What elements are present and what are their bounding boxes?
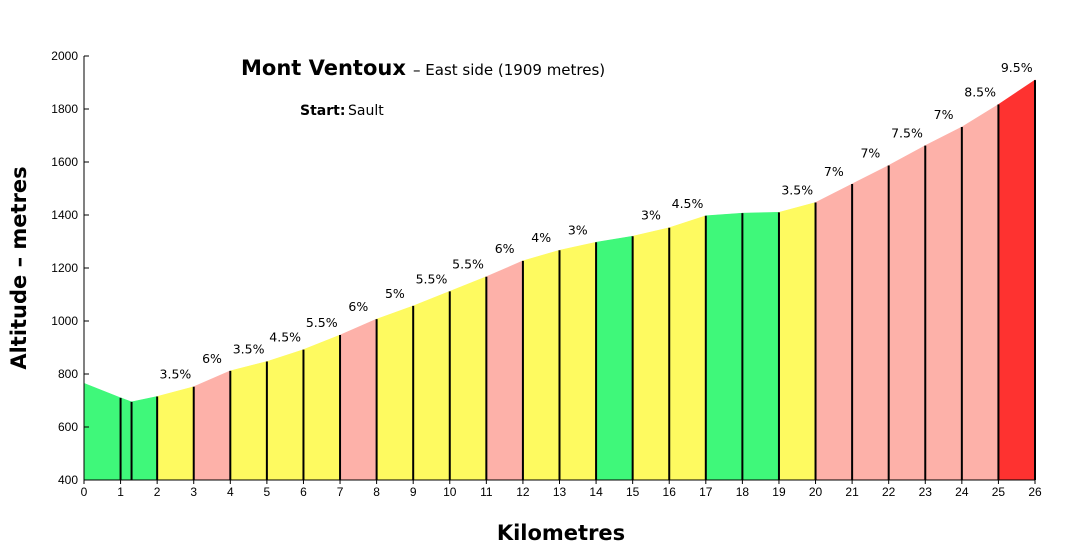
grade-label: 3.5% — [233, 342, 265, 357]
y-tick-label: 2000 — [51, 49, 78, 63]
segment-fill-8 — [339, 318, 377, 481]
segment-fill-14 — [559, 241, 597, 481]
chart-subtitle: – East side (1909 metres) — [413, 61, 605, 79]
grade-label: 4.5% — [672, 196, 704, 211]
x-tick-label: 17 — [699, 485, 713, 499]
grade-label: 7% — [860, 145, 880, 160]
y-tick-label: 600 — [58, 420, 78, 434]
grade-label: 7% — [934, 107, 954, 122]
grade-label: 3% — [641, 208, 661, 223]
segment-fill-19 — [742, 212, 780, 481]
segment-fill-20 — [778, 202, 816, 481]
grade-label: 4% — [531, 230, 551, 245]
segment-fill-13 — [522, 249, 560, 481]
x-tick-label: 14 — [589, 485, 603, 499]
x-tick-label: 23 — [919, 485, 933, 499]
grade-label: 6% — [495, 241, 515, 256]
grade-label: 8.5% — [964, 84, 996, 99]
x-tick-label: 15 — [626, 485, 640, 499]
x-tick-label: 26 — [1028, 485, 1042, 499]
x-axis-title: Kilometres — [497, 521, 625, 545]
segment-fill-23 — [888, 145, 926, 481]
segment-fill-17 — [668, 215, 707, 481]
segment-fill-21 — [815, 183, 853, 481]
segment-fill-1 — [120, 397, 132, 481]
x-tick-label: 16 — [663, 485, 677, 499]
grade-label: 5.5% — [306, 315, 338, 330]
y-tick-label: 1600 — [51, 155, 78, 169]
y-tick-label: 1400 — [51, 208, 78, 222]
segment-fill-24 — [924, 126, 963, 481]
x-tick-label: 7 — [337, 485, 344, 499]
segment-fill-0 — [83, 382, 121, 481]
segment-fill-2 — [131, 396, 158, 481]
start-label: Start: — [300, 103, 345, 119]
grade-label: 5% — [385, 286, 405, 301]
y-tick-label: 1800 — [51, 102, 78, 116]
segment-fill-7 — [303, 334, 341, 481]
x-tick-label: 2 — [154, 485, 161, 499]
grade-label: 3.5% — [781, 183, 813, 198]
segment-fill-15 — [595, 235, 633, 481]
y-tick-label: 800 — [58, 367, 78, 381]
segment-fill-9 — [376, 305, 414, 481]
segment-fill-25 — [961, 103, 999, 481]
x-tick-label: 25 — [992, 485, 1006, 499]
segment-fill-22 — [851, 164, 889, 481]
x-tick-label: 13 — [553, 485, 567, 499]
segment-dividers — [119, 80, 1036, 480]
start-value: Sault — [348, 103, 384, 119]
x-tick-label: 6 — [300, 485, 307, 499]
x-tick-label: 20 — [809, 485, 823, 499]
segment-fill-10 — [412, 290, 451, 481]
x-tick-label: 8 — [373, 485, 380, 499]
grade-label: 6% — [348, 299, 368, 314]
grade-label: 5.5% — [416, 271, 448, 286]
x-tick-label: 10 — [443, 485, 457, 499]
x-tick-label: 24 — [955, 485, 969, 499]
grade-label: 3.5% — [160, 367, 192, 382]
x-tick-label: 5 — [264, 485, 271, 499]
x-tick-label: 1 — [117, 485, 124, 499]
x-tick-label: 4 — [227, 485, 234, 499]
x-tick-label: 19 — [772, 485, 786, 499]
segment-fill-6 — [266, 349, 304, 481]
grade-label: 5.5% — [452, 257, 484, 272]
segment-fill-26 — [998, 79, 1036, 481]
segment-fill-5 — [230, 361, 268, 481]
segment-fill-11 — [449, 276, 487, 481]
segment-fill-3 — [156, 386, 195, 481]
x-tick-label: 0 — [81, 485, 88, 499]
grade-label: 9.5% — [1001, 60, 1033, 75]
x-tick-label: 3 — [190, 485, 197, 499]
chart-title: Mont Ventoux — [241, 56, 406, 80]
x-tick-label: 22 — [882, 485, 896, 499]
x-tick-label: 11 — [480, 485, 493, 499]
y-tick-label: 1000 — [51, 314, 78, 328]
segment-fills — [83, 79, 1036, 481]
grade-labels: 3.5% 6% 3.5% 4.5% 5.5% 6% 5% 5.5% 5.5% 6% 4% 3% 3% 4.… — [160, 60, 1033, 382]
segment-fill-18 — [705, 212, 743, 481]
y-axis-title: Altitude – metres — [7, 166, 31, 369]
grade-label: 6% — [202, 351, 222, 366]
grade-label: 4.5% — [269, 330, 301, 345]
x-tick-label: 21 — [845, 485, 859, 499]
y-tick-label: 400 — [58, 473, 78, 487]
y-tick-label: 1200 — [51, 261, 78, 275]
grade-label: 3% — [568, 222, 588, 237]
grade-label: 7.5% — [891, 126, 923, 141]
x-tick-label: 9 — [410, 485, 417, 499]
segment-fill-12 — [486, 260, 524, 481]
grade-label: 7% — [824, 164, 844, 179]
segment-fill-4 — [193, 370, 231, 481]
x-tick-label: 18 — [736, 485, 750, 499]
segment-fill-16 — [632, 227, 670, 481]
x-tick-label: 12 — [516, 485, 530, 499]
